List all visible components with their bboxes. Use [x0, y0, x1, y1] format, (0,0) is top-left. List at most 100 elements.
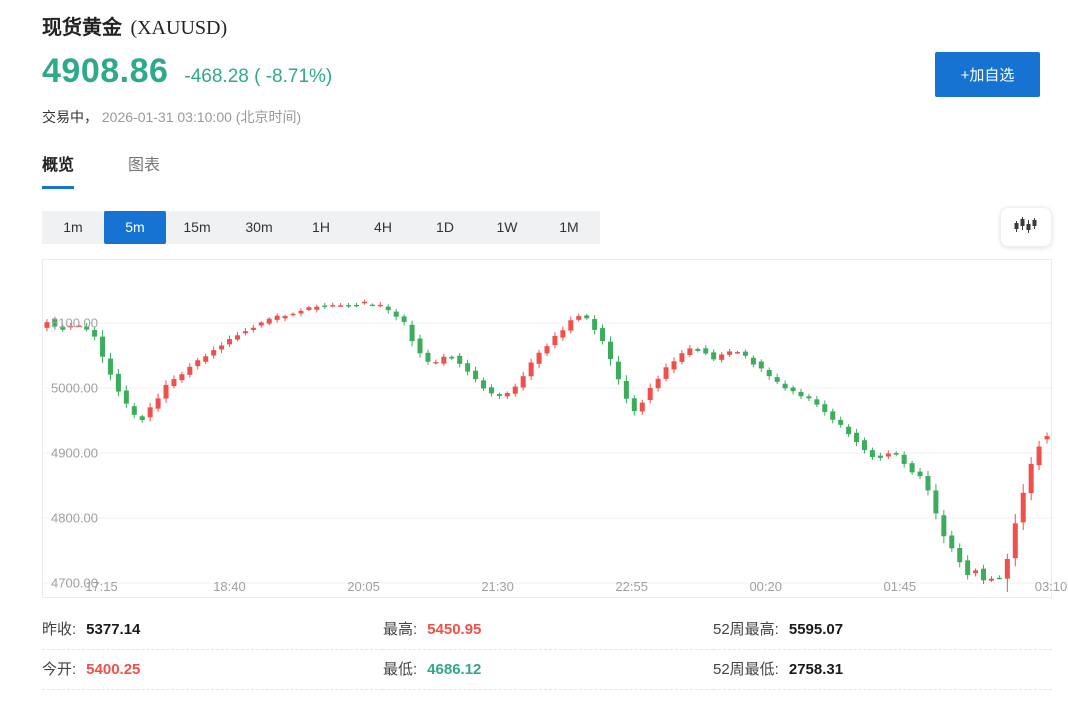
- stat-5: 52周最低: 2758.31: [713, 650, 1052, 690]
- candle-body: [782, 383, 788, 389]
- candle-body: [250, 327, 256, 330]
- candle-body: [885, 453, 891, 457]
- candle-body: [147, 407, 153, 418]
- candle-body: [369, 304, 375, 307]
- candle-body: [465, 363, 471, 372]
- add-watchlist-button[interactable]: +加自选: [935, 52, 1040, 97]
- candle-body: [76, 325, 82, 327]
- candle-body: [187, 366, 193, 375]
- candle-body: [830, 411, 836, 420]
- candle-body: [615, 361, 621, 380]
- quote-timestamp: 2026-01-31 03:10:00 (北京时间): [101, 109, 302, 125]
- candle-body: [600, 328, 606, 342]
- candle-body: [274, 315, 280, 320]
- candle-body: [631, 398, 637, 412]
- candle-body: [234, 335, 240, 340]
- stat-value: 4686.12: [427, 661, 482, 678]
- timeframe-1m[interactable]: 1m: [42, 211, 104, 244]
- candle-body: [385, 306, 391, 311]
- candle-body: [338, 305, 344, 307]
- candle-body: [814, 399, 820, 405]
- candle-body: [488, 387, 494, 394]
- candle-body: [520, 376, 526, 388]
- timeframe-30m[interactable]: 30m: [228, 211, 290, 244]
- timeframe-1H[interactable]: 1H: [290, 211, 352, 244]
- candle-body: [401, 316, 407, 322]
- candle-body: [822, 404, 828, 412]
- stat-value: 2758.31: [788, 661, 844, 678]
- candle-body: [560, 330, 566, 338]
- candle-body: [877, 455, 883, 458]
- candle-body: [473, 370, 479, 380]
- timeframe-4H[interactable]: 4H: [352, 211, 414, 244]
- candle-body: [203, 356, 209, 362]
- stat-value: 5450.95: [427, 621, 482, 638]
- chart-canvas[interactable]: 5100.00 5000.00 4900.00 4800.00 4700.0017:15…: [43, 260, 1067, 597]
- stat-3: 今开: 5400.25: [42, 650, 383, 690]
- candle-body: [758, 361, 764, 369]
- timeframe-5m[interactable]: 5m: [104, 210, 166, 244]
- candle-body: [727, 351, 733, 355]
- tab-chart[interactable]: 图表: [128, 157, 161, 174]
- candle-body: [1028, 463, 1034, 494]
- stat-4: 最低: 4686.12: [383, 650, 713, 690]
- x-axis-label: 22:55: [615, 579, 648, 594]
- candle-body: [115, 373, 121, 392]
- candle-body: [941, 515, 947, 537]
- candle-body: [282, 315, 288, 319]
- stat-value: 5400.25: [86, 661, 141, 678]
- candle-body: [211, 350, 217, 356]
- candle-body: [179, 374, 185, 381]
- y-axis-label: 4900.00: [51, 446, 98, 461]
- candle-body: [242, 331, 248, 334]
- candle-body: [679, 353, 685, 362]
- candle-body: [861, 440, 867, 451]
- candle-body: [346, 305, 352, 307]
- candle-body: [409, 324, 415, 342]
- candle-body: [711, 352, 717, 360]
- candle-body: [457, 355, 463, 364]
- candle-body: [290, 313, 296, 316]
- candle-body: [171, 379, 177, 387]
- timeframe-15m[interactable]: 15m: [166, 211, 228, 244]
- chart-type-button[interactable]: [1000, 207, 1052, 247]
- trading-status: 交易中，: [42, 109, 98, 125]
- timeframe-1W[interactable]: 1W: [476, 211, 538, 244]
- session-stats: 昨收: 5377.14 最高: 5450.95 52周最高: 5595.07 今开: 5400…: [42, 610, 1052, 690]
- candle-body: [322, 305, 328, 307]
- y-axis-label: 5000.00: [51, 381, 98, 396]
- candle-body: [687, 348, 693, 356]
- tab-overview[interactable]: 概览: [42, 151, 75, 189]
- stat-1: 最高: 5450.95: [383, 610, 713, 650]
- timeframe-bar: 1m 5m 15m 30m 1H 4H 1D 1W 1M: [42, 210, 600, 244]
- candlestick-chart[interactable]: 5100.00 5000.00 4900.00 4800.00 4700.00 17:15…: [42, 259, 1067, 598]
- candle-body: [433, 362, 439, 364]
- candle-body: [988, 578, 994, 581]
- timeframe-1M[interactable]: 1M: [538, 211, 600, 244]
- candle-body: [52, 319, 58, 327]
- x-axis-label: 01:45: [884, 579, 917, 594]
- candle-body: [107, 358, 113, 375]
- candle-body: [647, 387, 653, 401]
- candle-body: [330, 305, 336, 307]
- y-axis-label: 4700.00: [51, 576, 98, 591]
- candle-body: [925, 476, 931, 491]
- candle-body: [576, 316, 582, 320]
- candle-body: [695, 348, 701, 351]
- candle-body: [1012, 523, 1018, 559]
- x-axis-label: 18:40: [213, 579, 246, 594]
- candle-body: [973, 570, 979, 574]
- candle-body: [774, 377, 780, 382]
- candle-body: [1004, 558, 1010, 579]
- y-axis-label: 5100.00: [51, 316, 98, 331]
- candle-body: [957, 548, 963, 563]
- candle-body: [504, 392, 510, 397]
- candle-body: [354, 304, 360, 307]
- candle-body: [131, 406, 137, 415]
- stat-2: 52周最高: 5595.07: [713, 610, 1052, 650]
- candle-body: [719, 354, 725, 360]
- stat-label: 最高:: [383, 621, 418, 638]
- candle-body: [92, 329, 98, 337]
- timeframe-1D[interactable]: 1D: [414, 211, 476, 244]
- candle-body: [1044, 436, 1050, 440]
